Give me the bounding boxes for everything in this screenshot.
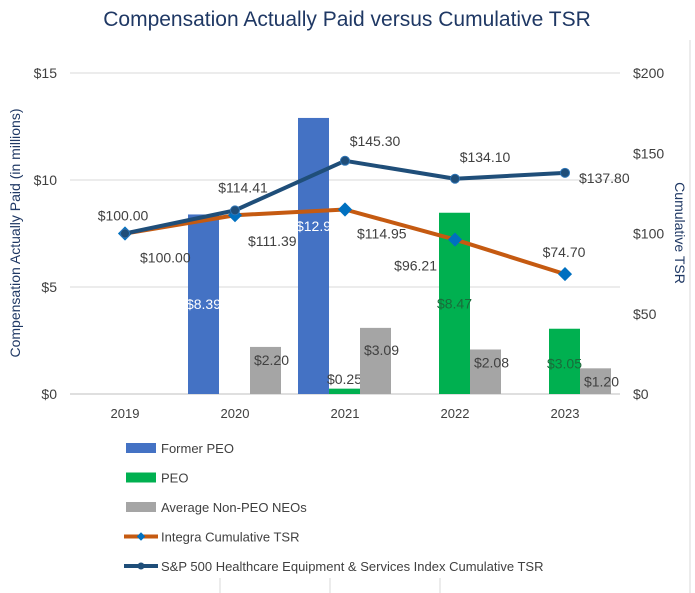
bar-data-label: $8.39: [186, 296, 221, 312]
y2-tick-label: $0: [633, 386, 649, 402]
y-tick-label: $10: [34, 172, 58, 188]
line-data-label: $134.10: [460, 149, 511, 165]
bar-peo: [549, 328, 580, 394]
line-marker: [447, 232, 463, 247]
line-marker: [337, 202, 353, 217]
line-data-label: $114.95: [357, 226, 407, 242]
y-axis-label: Compensation Actually Paid (in millions): [7, 109, 23, 358]
bar-former-peo: [298, 117, 329, 394]
line-data-label: $74.70: [543, 244, 586, 260]
y2-tick-label: $150: [633, 145, 664, 161]
legend-label: Former PEO: [161, 441, 234, 456]
x-tick-label: 2023: [551, 406, 580, 421]
line-marker: [230, 205, 240, 216]
line-data-label: $100.00: [98, 208, 149, 224]
line-data-label: $145.30: [350, 133, 401, 149]
y2-tick-label: $100: [633, 226, 664, 242]
bar-average-non-peo-neos: [250, 346, 281, 394]
x-tick-label: 2021: [331, 406, 360, 421]
line-data-label: $111.39: [248, 233, 297, 249]
x-tick-label: 2020: [221, 406, 250, 421]
y2-axis-label: Cumulative TSR: [672, 182, 688, 284]
bar-data-label: $3.09: [364, 342, 399, 358]
line-data-label: $114.41: [218, 179, 268, 195]
bar-average-non-peo-neos: [580, 368, 611, 394]
bar-data-label: $12.9: [296, 218, 331, 234]
bar-data-label: $3.05: [547, 356, 582, 372]
legend-marker: [137, 562, 145, 570]
x-tick-label: 2019: [111, 406, 140, 421]
line-data-label: $100.00: [140, 250, 191, 266]
chart-title: Compensation Actually Paid versus Cumula…: [103, 8, 591, 31]
bar-data-label: $1.20: [584, 373, 619, 389]
y-tick-label: $15: [34, 65, 58, 81]
bar-data-label: $2.20: [254, 352, 289, 368]
y-tick-label: $0: [41, 386, 57, 402]
line-marker: [450, 173, 460, 184]
line-data-label: $137.80: [579, 170, 630, 186]
bar-average-non-peo-neos: [470, 349, 501, 394]
y-tick-label: $5: [41, 279, 57, 295]
bar-former-peo: [188, 214, 219, 394]
y2-tick-label: $200: [633, 65, 664, 81]
bar-data-label: $0.25: [327, 371, 362, 387]
legend-label: Integra Cumulative TSR: [161, 530, 300, 545]
x-tick-label: 2022: [441, 406, 470, 421]
legend-swatch: [126, 443, 156, 453]
line-marker: [557, 267, 573, 282]
line-marker: [120, 228, 130, 239]
legend-label: Average Non-PEO NEOs: [161, 500, 307, 515]
legend-label: S&P 500 Healthcare Equipment & Services …: [161, 559, 544, 574]
line-data-label: $96.21: [394, 258, 437, 274]
bar-data-label: $8.47: [437, 296, 472, 312]
legend-swatch: [126, 502, 156, 512]
bar-peo: [329, 388, 360, 394]
line-marker: [340, 155, 350, 166]
y2-tick-label: $50: [633, 306, 657, 322]
bar-average-non-peo-neos: [360, 327, 391, 394]
legend-label: PEO: [161, 471, 188, 486]
line-marker: [560, 167, 570, 178]
legend-marker: [136, 532, 146, 541]
legend-swatch: [126, 472, 156, 483]
bar-data-label: $2.08: [474, 354, 509, 370]
